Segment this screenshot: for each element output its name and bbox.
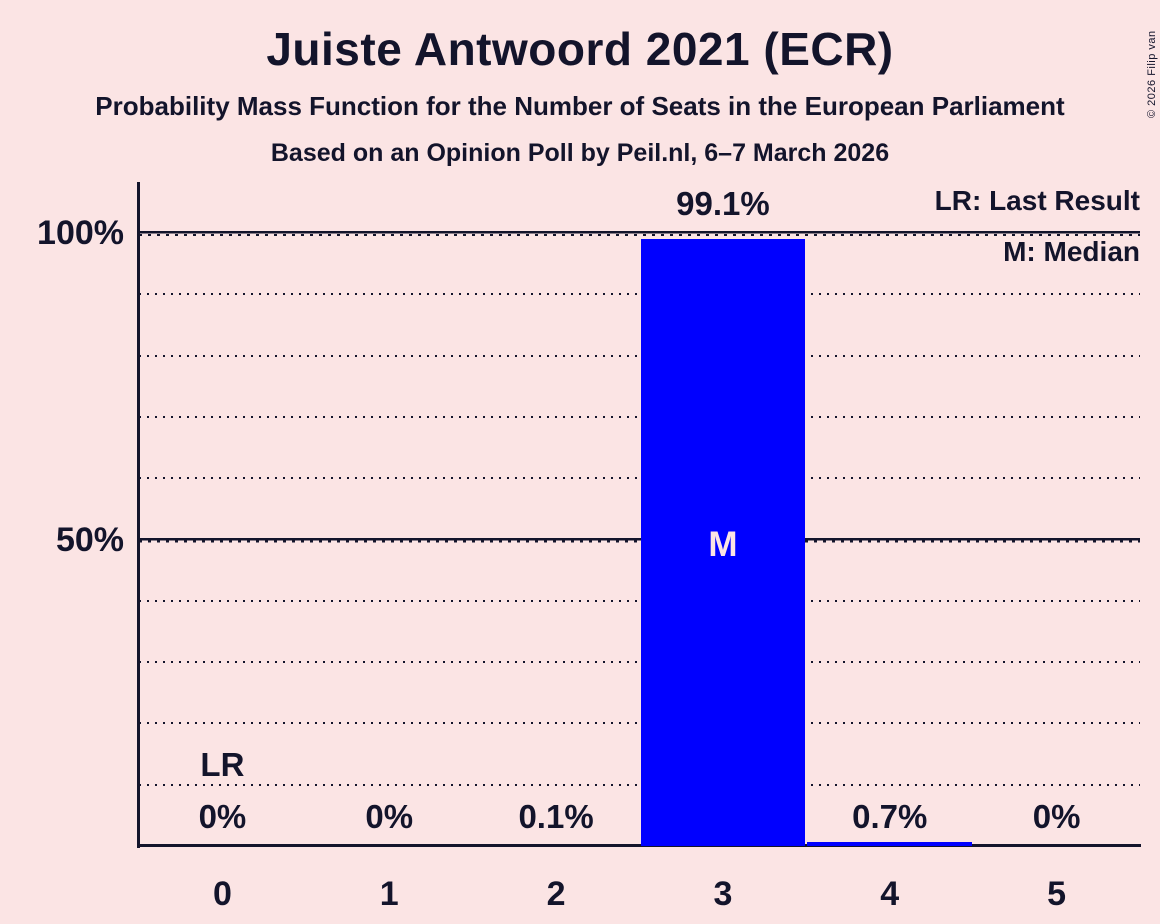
- poll-source-line: Based on an Opinion Poll by Peil.nl, 6–7…: [270, 139, 890, 167]
- x-tick-label-3: 3: [713, 875, 733, 913]
- x-tick-label-0: 0: [212, 875, 232, 913]
- gridline-60pct: [139, 477, 1140, 480]
- bar-seats-4: [807, 841, 973, 846]
- chart-title: Juiste Antwoord 2021 (ECR): [266, 23, 894, 75]
- x-axis-line: [137, 844, 1141, 847]
- x-tick-label-2: 2: [546, 875, 566, 913]
- x-tick-label-5: 5: [1047, 875, 1067, 913]
- gridline-20pct: [139, 722, 1140, 725]
- value-label-seats-3: 99.1%: [676, 184, 770, 222]
- major-gridline-50pct: [139, 537, 1140, 543]
- x-tick-label-1: 1: [379, 875, 399, 913]
- gridline-70pct: [139, 415, 1140, 418]
- gridline-40pct: [139, 599, 1140, 602]
- x-tick-label-4: 4: [880, 875, 900, 913]
- value-label-seats-4: 0.7%: [852, 798, 928, 835]
- major-gridline-100pct: [139, 231, 1140, 236]
- y-axis-line: [137, 182, 140, 848]
- value-label-seats-2: 0.1%: [518, 798, 594, 835]
- legend-median: M: Median: [1003, 236, 1140, 267]
- y-tick-label-100pct: 100%: [37, 214, 124, 252]
- last-result-marker: LR: [200, 746, 245, 783]
- bar-seats-3: [640, 238, 806, 846]
- gridline-80pct: [139, 354, 1140, 357]
- gridline-10pct: [139, 783, 1140, 786]
- gridline-30pct: [139, 661, 1140, 664]
- median-marker: M: [708, 525, 738, 564]
- value-label-seats-5: 0%: [1032, 798, 1081, 835]
- value-label-seats-0: 0%: [198, 798, 247, 835]
- legend-last-result: LR: Last Result: [934, 185, 1140, 216]
- value-label-seats-1: 0%: [365, 798, 414, 835]
- gridline-90pct: [139, 293, 1140, 296]
- y-tick-label-50pct: 50%: [55, 520, 124, 559]
- chart-subtitle: Probability Mass Function for the Number…: [95, 91, 1065, 121]
